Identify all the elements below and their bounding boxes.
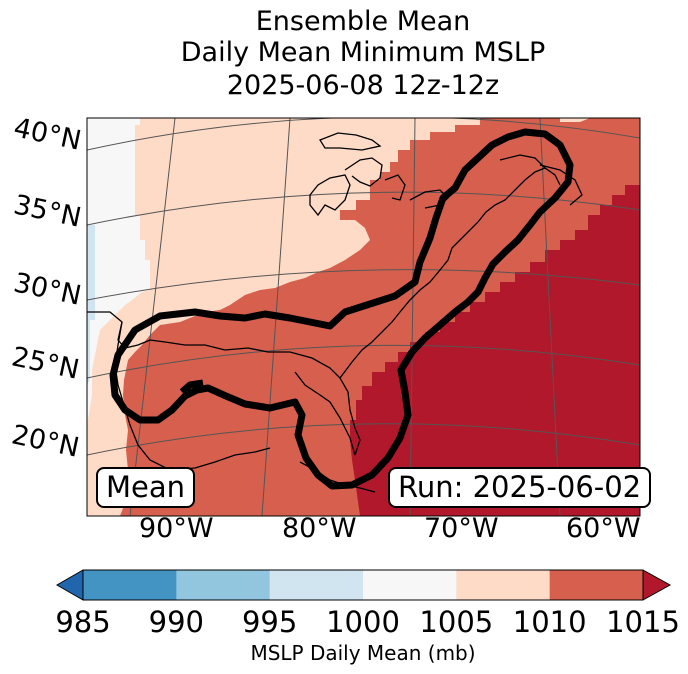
title-line-1: Ensemble Mean [255,6,471,37]
lon-label-60w: 60°W [566,513,641,544]
colorbar-over-outline [642,569,672,601]
colorbar-under-outline [55,569,84,601]
colorbar-frame [82,569,644,601]
band-995-region [87,225,95,385]
band-1000-region [87,118,150,430]
colorbar-segment [83,570,177,600]
colorbar-tick-label: 1005 [419,605,494,639]
lon-label-80w: 80°W [282,513,357,544]
mean-contour-inner [179,379,204,395]
title-line-3: 2025-06-08 12z-12z [226,70,500,101]
mean-contour [109,128,574,490]
colorbar-tick-label: 1000 [326,605,400,639]
colorbar-tick-label: 995 [241,605,298,639]
run-label-box: Run: 2025-06-02 [388,467,652,508]
title-line-2: Daily Mean Minimum MSLP [180,37,546,68]
colorbar-segment [363,570,457,600]
map-frame [86,117,641,517]
colorbar-under-arrow [57,570,83,600]
lon-label-90w: 90°W [139,513,214,544]
colorbar-segment [269,570,364,600]
graticule [87,118,640,516]
colorbar-segment [456,570,551,600]
colorbar-tick-label: 990 [148,605,204,639]
colorbar-segment [176,570,271,600]
colorbar-tick-label: 1010 [512,605,587,639]
mean-label-box: Mean [96,467,196,508]
lon-label-70w: 70°W [424,513,499,544]
colorbar-tick-label: 985 [55,605,111,639]
band-1005-region [87,118,590,516]
colorbar-tick-label: 1015 [606,605,680,639]
colorbar-over-arrow [643,570,670,600]
colorbar-segment [549,570,644,600]
colorbar-title: MSLP Daily Mean (mb) [250,641,476,665]
